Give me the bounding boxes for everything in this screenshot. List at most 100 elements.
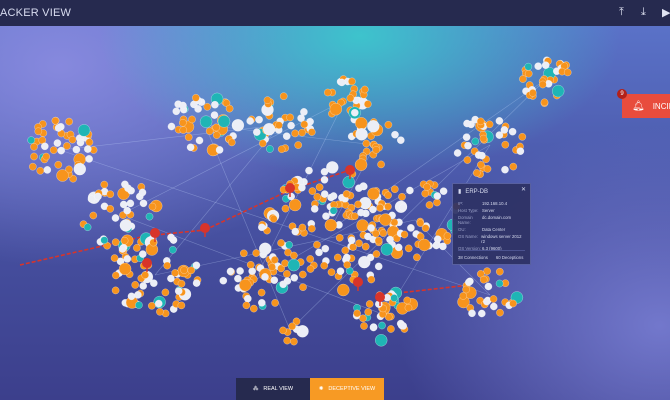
deception-node[interactable] bbox=[290, 251, 298, 260]
deception-node[interactable] bbox=[423, 183, 431, 191]
real-node[interactable] bbox=[315, 248, 323, 257]
real-node[interactable] bbox=[167, 274, 175, 283]
deception-node[interactable] bbox=[509, 299, 517, 308]
deception-node[interactable] bbox=[372, 146, 381, 154]
real-node[interactable] bbox=[287, 192, 296, 201]
deception-node[interactable] bbox=[68, 135, 77, 144]
deception-node[interactable] bbox=[359, 314, 367, 323]
real-node[interactable] bbox=[407, 224, 415, 232]
deception-node[interactable] bbox=[299, 283, 307, 292]
server-node[interactable] bbox=[77, 124, 91, 137]
deception-node[interactable] bbox=[485, 120, 494, 129]
deception-node[interactable] bbox=[333, 253, 342, 262]
deception-node[interactable] bbox=[63, 142, 71, 150]
deception-node[interactable] bbox=[343, 260, 352, 269]
real-node[interactable] bbox=[290, 273, 299, 282]
deception-node[interactable] bbox=[163, 261, 172, 270]
deception-node[interactable] bbox=[477, 160, 485, 169]
deception-node[interactable] bbox=[365, 300, 374, 308]
deception-node[interactable] bbox=[192, 93, 200, 102]
deception-node[interactable] bbox=[307, 224, 316, 233]
real-node[interactable] bbox=[179, 101, 187, 110]
deception-node[interactable] bbox=[459, 292, 468, 300]
deception-node[interactable] bbox=[363, 100, 372, 108]
deception-node[interactable] bbox=[288, 198, 302, 212]
real-node[interactable] bbox=[231, 119, 245, 132]
deception-node[interactable] bbox=[106, 204, 115, 213]
deception-node[interactable] bbox=[148, 202, 157, 211]
deception-node[interactable] bbox=[324, 218, 338, 232]
deception-node[interactable] bbox=[329, 102, 343, 116]
deception-node[interactable] bbox=[323, 88, 332, 97]
deception-node[interactable] bbox=[65, 165, 73, 174]
deception-node[interactable] bbox=[364, 308, 373, 316]
deception-node[interactable] bbox=[528, 89, 537, 97]
real-node[interactable] bbox=[258, 242, 272, 256]
deception-node[interactable] bbox=[283, 336, 292, 345]
deception-node[interactable] bbox=[56, 169, 69, 182]
real-node[interactable] bbox=[439, 187, 448, 196]
deception-node[interactable] bbox=[501, 140, 510, 149]
real-node[interactable] bbox=[347, 236, 356, 245]
server-node[interactable] bbox=[390, 294, 399, 302]
real-node[interactable] bbox=[139, 199, 148, 208]
deception-node[interactable] bbox=[275, 121, 283, 130]
real-node[interactable] bbox=[219, 276, 228, 285]
real-node[interactable] bbox=[138, 188, 147, 197]
deception-node[interactable] bbox=[462, 285, 470, 294]
deception-node[interactable] bbox=[476, 117, 485, 126]
deception-node[interactable] bbox=[540, 98, 549, 107]
deception-node[interactable] bbox=[335, 233, 344, 242]
deception-node[interactable] bbox=[286, 113, 294, 122]
server-node[interactable] bbox=[83, 223, 92, 232]
real-node[interactable] bbox=[541, 61, 550, 70]
deception-node[interactable] bbox=[355, 117, 368, 130]
real-node[interactable] bbox=[432, 241, 441, 250]
real-node[interactable] bbox=[477, 309, 486, 318]
real-node[interactable] bbox=[396, 136, 405, 145]
deception-node[interactable] bbox=[341, 246, 350, 255]
real-node[interactable] bbox=[248, 267, 257, 276]
deception-node[interactable] bbox=[28, 162, 37, 171]
real-node[interactable] bbox=[149, 279, 158, 288]
deception-node[interactable] bbox=[306, 255, 315, 263]
real-node[interactable] bbox=[270, 276, 279, 285]
deception-node[interactable] bbox=[377, 160, 385, 169]
network-graph-canvas[interactable] bbox=[0, 26, 670, 400]
real-node[interactable] bbox=[72, 145, 81, 154]
real-node[interactable] bbox=[118, 245, 127, 253]
deception-node[interactable] bbox=[367, 187, 380, 201]
server-node[interactable] bbox=[495, 279, 504, 288]
deception-node[interactable] bbox=[283, 270, 291, 278]
deceptive-view-button[interactable]: ✺ DECEPTIVE VIEW bbox=[310, 378, 384, 400]
close-icon[interactable]: ✕ bbox=[520, 187, 526, 193]
deception-node[interactable] bbox=[268, 263, 276, 271]
deception-node[interactable] bbox=[131, 281, 140, 289]
deception-node[interactable] bbox=[306, 265, 315, 273]
deception-node[interactable] bbox=[177, 301, 186, 310]
deception-node[interactable] bbox=[413, 253, 421, 262]
deception-node[interactable] bbox=[246, 260, 255, 269]
deception-node[interactable] bbox=[384, 191, 392, 200]
deception-node[interactable] bbox=[346, 94, 355, 102]
real-node[interactable] bbox=[508, 127, 517, 136]
real-node[interactable] bbox=[215, 146, 224, 154]
network-graph[interactable] bbox=[0, 26, 670, 400]
deception-node[interactable] bbox=[416, 219, 425, 227]
server-node[interactable] bbox=[380, 243, 394, 256]
real-node[interactable] bbox=[300, 108, 308, 116]
deception-node[interactable] bbox=[362, 139, 371, 148]
real-node[interactable] bbox=[73, 162, 87, 176]
real-node[interactable] bbox=[287, 121, 295, 130]
deception-node[interactable] bbox=[271, 299, 279, 307]
real-node[interactable] bbox=[83, 145, 92, 153]
deception-node[interactable] bbox=[384, 120, 393, 129]
real-node[interactable] bbox=[257, 223, 266, 232]
real-node[interactable] bbox=[391, 130, 399, 139]
deception-node[interactable] bbox=[390, 218, 399, 227]
deception-node[interactable] bbox=[156, 307, 164, 316]
deception-node[interactable] bbox=[479, 134, 488, 143]
deception-node[interactable] bbox=[110, 254, 119, 262]
real-node[interactable] bbox=[464, 141, 472, 150]
deception-node[interactable] bbox=[360, 85, 369, 94]
